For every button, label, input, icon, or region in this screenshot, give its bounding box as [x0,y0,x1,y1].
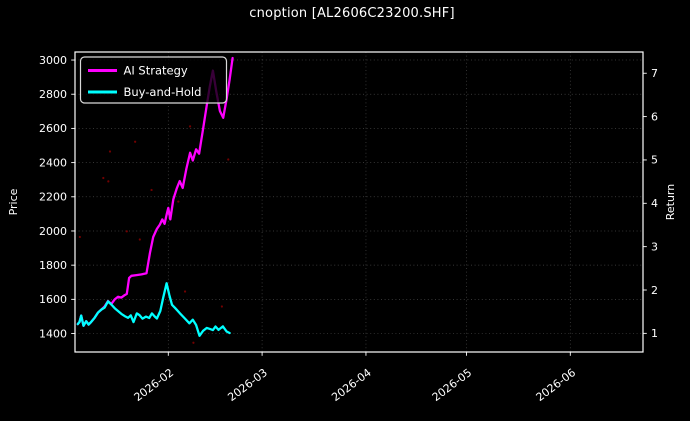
legend: AI Strategy Buy-and-Hold [79,56,228,104]
trade-marker-dot [150,188,153,192]
trade-marker-dot [108,150,112,153]
y-axis-label-price: Price [7,188,20,215]
return-tick-label: 4 [651,197,658,210]
legend-label: Buy-and-Hold [124,85,202,99]
y-axis-left: 1400 1600 1800 2000 2200 2400 2600 2800 3000 [39,54,75,340]
trade-marker-dot [134,140,137,143]
x-tick-label: 2026-04 [329,366,374,404]
return-tick-label: 1 [651,327,658,340]
buy-and-hold-line [76,282,231,337]
x-tick-label: 2026-06 [534,366,579,404]
price-tick-label: 1400 [39,327,67,340]
trade-marker-dot [192,341,195,344]
trade-marker-dot [102,176,105,180]
return-tick-label: 6 [651,110,658,123]
x-tick-label: 2026-02 [132,366,177,404]
trade-marker-dot [107,180,110,183]
return-tick-label: 7 [651,67,658,80]
x-axis: 2026-02 2026-03 2026-04 2026-05 2026-06 [132,352,579,404]
trade-marker-dot [177,200,180,203]
return-tick-label: 5 [651,154,658,167]
chart-title: cnoption [AL2606C23200.SHF] [249,6,455,21]
trade-marker-dot [183,290,187,293]
price-tick-label: 2000 [39,225,67,238]
plot-border [74,51,644,353]
price-tick-label: 2400 [39,156,67,169]
price-tick-label: 2200 [39,191,67,204]
x-tick-label: 2026-03 [225,366,270,404]
legend-item-ai-strategy: AI Strategy [88,64,188,78]
legend-label: AI Strategy [124,64,188,78]
y-axis-label-return: Return [664,184,677,221]
trade-marker-dot [227,158,230,161]
trade-marker-dot [188,125,192,128]
x-tick-label: 2026-05 [430,366,475,404]
return-tick-label: 3 [651,240,658,253]
price-tick-label: 1800 [39,259,67,272]
return-tick-label: 2 [651,284,658,297]
trade-marker-dot [138,238,141,241]
trade-markers [78,125,230,344]
trade-marker-dot [78,235,81,239]
trade-marker-dot [220,305,223,308]
trade-marker-dot [125,230,128,233]
price-tick-label: 1600 [39,293,67,306]
price-tick-label: 3000 [39,54,67,67]
price-tick-label: 2600 [39,122,67,135]
legend-item-buy-and-hold: Buy-and-Hold [88,85,201,99]
y-axis-right: 1 2 3 4 5 6 7 [643,67,658,340]
price-tick-label: 2800 [39,88,67,101]
